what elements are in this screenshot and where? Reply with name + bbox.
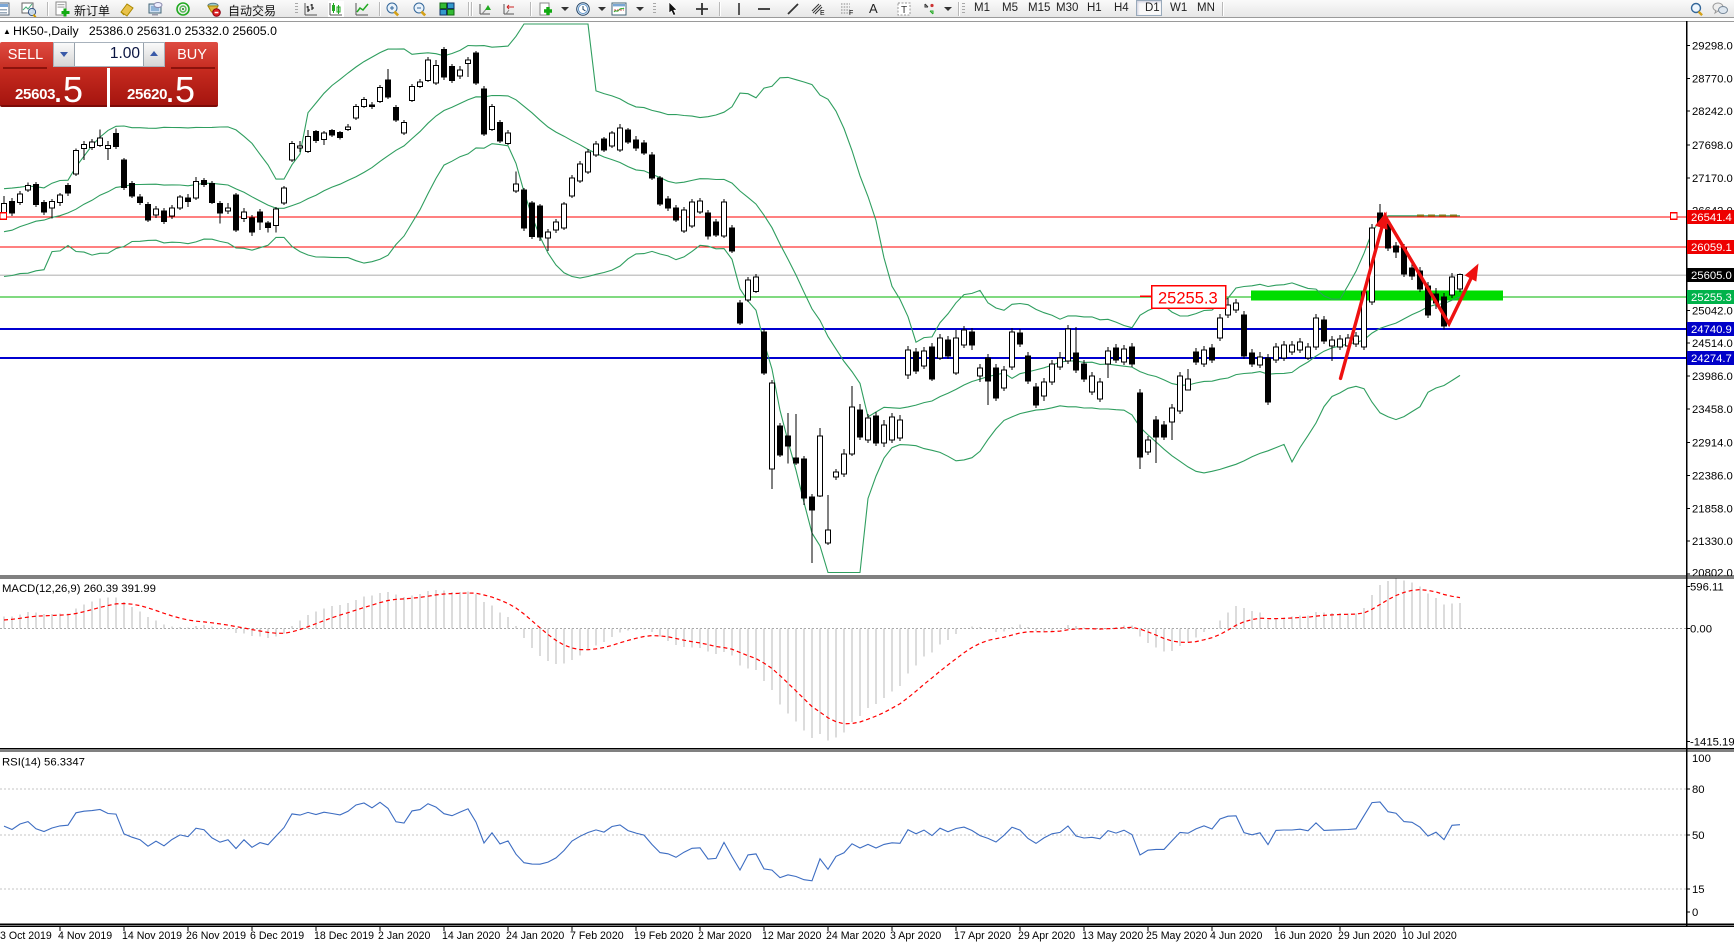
svg-text:23986.0: 23986.0: [1692, 371, 1733, 383]
svg-text:22914.0: 22914.0: [1692, 438, 1733, 450]
svg-text:27698.0: 27698.0: [1692, 140, 1733, 152]
svg-text:27170.0: 27170.0: [1692, 173, 1733, 185]
svg-text:14 Jan 2020: 14 Jan 2020: [442, 930, 500, 942]
svg-text:15: 15: [1692, 884, 1705, 896]
svg-text:26541.4: 26541.4: [1691, 212, 1732, 224]
svg-text:25042.0: 25042.0: [1692, 305, 1733, 317]
svg-text:12 Mar 2020: 12 Mar 2020: [762, 930, 822, 942]
svg-text:24514.0: 24514.0: [1692, 338, 1733, 350]
svg-text:24740.9: 24740.9: [1691, 324, 1732, 336]
svg-text:▲: ▲: [3, 27, 11, 36]
svg-text:28242.0: 28242.0: [1692, 106, 1733, 118]
svg-text:20802.0: 20802.0: [1692, 568, 1733, 580]
svg-text:4 Jun 2020: 4 Jun 2020: [1210, 930, 1263, 942]
svg-text:25255.3: 25255.3: [1158, 289, 1218, 307]
svg-text:13 May 2020: 13 May 2020: [1082, 930, 1143, 942]
svg-text:3 Apr 2020: 3 Apr 2020: [890, 930, 941, 942]
svg-text:28770.0: 28770.0: [1692, 73, 1733, 85]
svg-text:26 Nov 2019: 26 Nov 2019: [186, 930, 246, 942]
svg-text:25605.0: 25605.0: [1691, 270, 1732, 282]
svg-text:3 Oct 2019: 3 Oct 2019: [0, 930, 52, 942]
svg-text:26059.1: 26059.1: [1691, 242, 1732, 254]
svg-text:4 Nov 2019: 4 Nov 2019: [58, 930, 112, 942]
svg-text:17 Apr 2020: 17 Apr 2020: [954, 930, 1011, 942]
svg-text:10 Jul 2020: 10 Jul 2020: [1402, 930, 1457, 942]
svg-text:29 Apr 2020: 29 Apr 2020: [1018, 930, 1075, 942]
svg-text:29 Jun 2020: 29 Jun 2020: [1338, 930, 1396, 942]
svg-text:-1415.19: -1415.19: [1690, 737, 1734, 749]
svg-text:2 Mar 2020: 2 Mar 2020: [698, 930, 752, 942]
svg-text:0: 0: [1692, 907, 1698, 919]
svg-text:19 Feb 2020: 19 Feb 2020: [634, 930, 694, 942]
svg-text:25255.3: 25255.3: [1691, 292, 1732, 304]
svg-text:HK50-,Daily 25386.0 25631.0: HK50-,Daily 25386.0 25631.0 25332.0 2560…: [13, 24, 277, 38]
svg-text:22386.0: 22386.0: [1692, 471, 1733, 483]
svg-text:50: 50: [1692, 830, 1705, 842]
svg-text:80: 80: [1692, 784, 1705, 796]
svg-text:0.00: 0.00: [1690, 623, 1712, 635]
svg-text:21858.0: 21858.0: [1692, 503, 1733, 515]
svg-text:14 Nov 2019: 14 Nov 2019: [122, 930, 182, 942]
svg-text:2 Jan 2020: 2 Jan 2020: [378, 930, 431, 942]
svg-text:F: F: [849, 10, 853, 17]
svg-text:24 Jan 2020: 24 Jan 2020: [506, 930, 564, 942]
svg-text:23458.0: 23458.0: [1692, 404, 1733, 416]
svg-text:596.11: 596.11: [1690, 582, 1724, 594]
svg-text:RSI(14) 56.3347: RSI(14) 56.3347: [2, 757, 85, 769]
svg-text:100: 100: [1692, 753, 1711, 765]
svg-text:21330.0: 21330.0: [1692, 536, 1733, 548]
svg-text:6 Dec 2019: 6 Dec 2019: [250, 930, 304, 942]
svg-text:MACD(12,26,9) 260.39 391.99: MACD(12,26,9) 260.39 391.99: [2, 583, 156, 595]
svg-text:7 Feb 2020: 7 Feb 2020: [570, 930, 624, 942]
svg-text:18 Dec 2019: 18 Dec 2019: [314, 930, 374, 942]
svg-text:25 May 2020: 25 May 2020: [1146, 930, 1207, 942]
svg-text:E: E: [820, 10, 825, 17]
svg-text:T: T: [901, 5, 907, 16]
svg-text:24 Mar 2020: 24 Mar 2020: [826, 930, 886, 942]
svg-text:29298.0: 29298.0: [1692, 41, 1733, 53]
svg-text:24274.7: 24274.7: [1691, 353, 1732, 365]
svg-text:16 Jun 2020: 16 Jun 2020: [1274, 930, 1332, 942]
